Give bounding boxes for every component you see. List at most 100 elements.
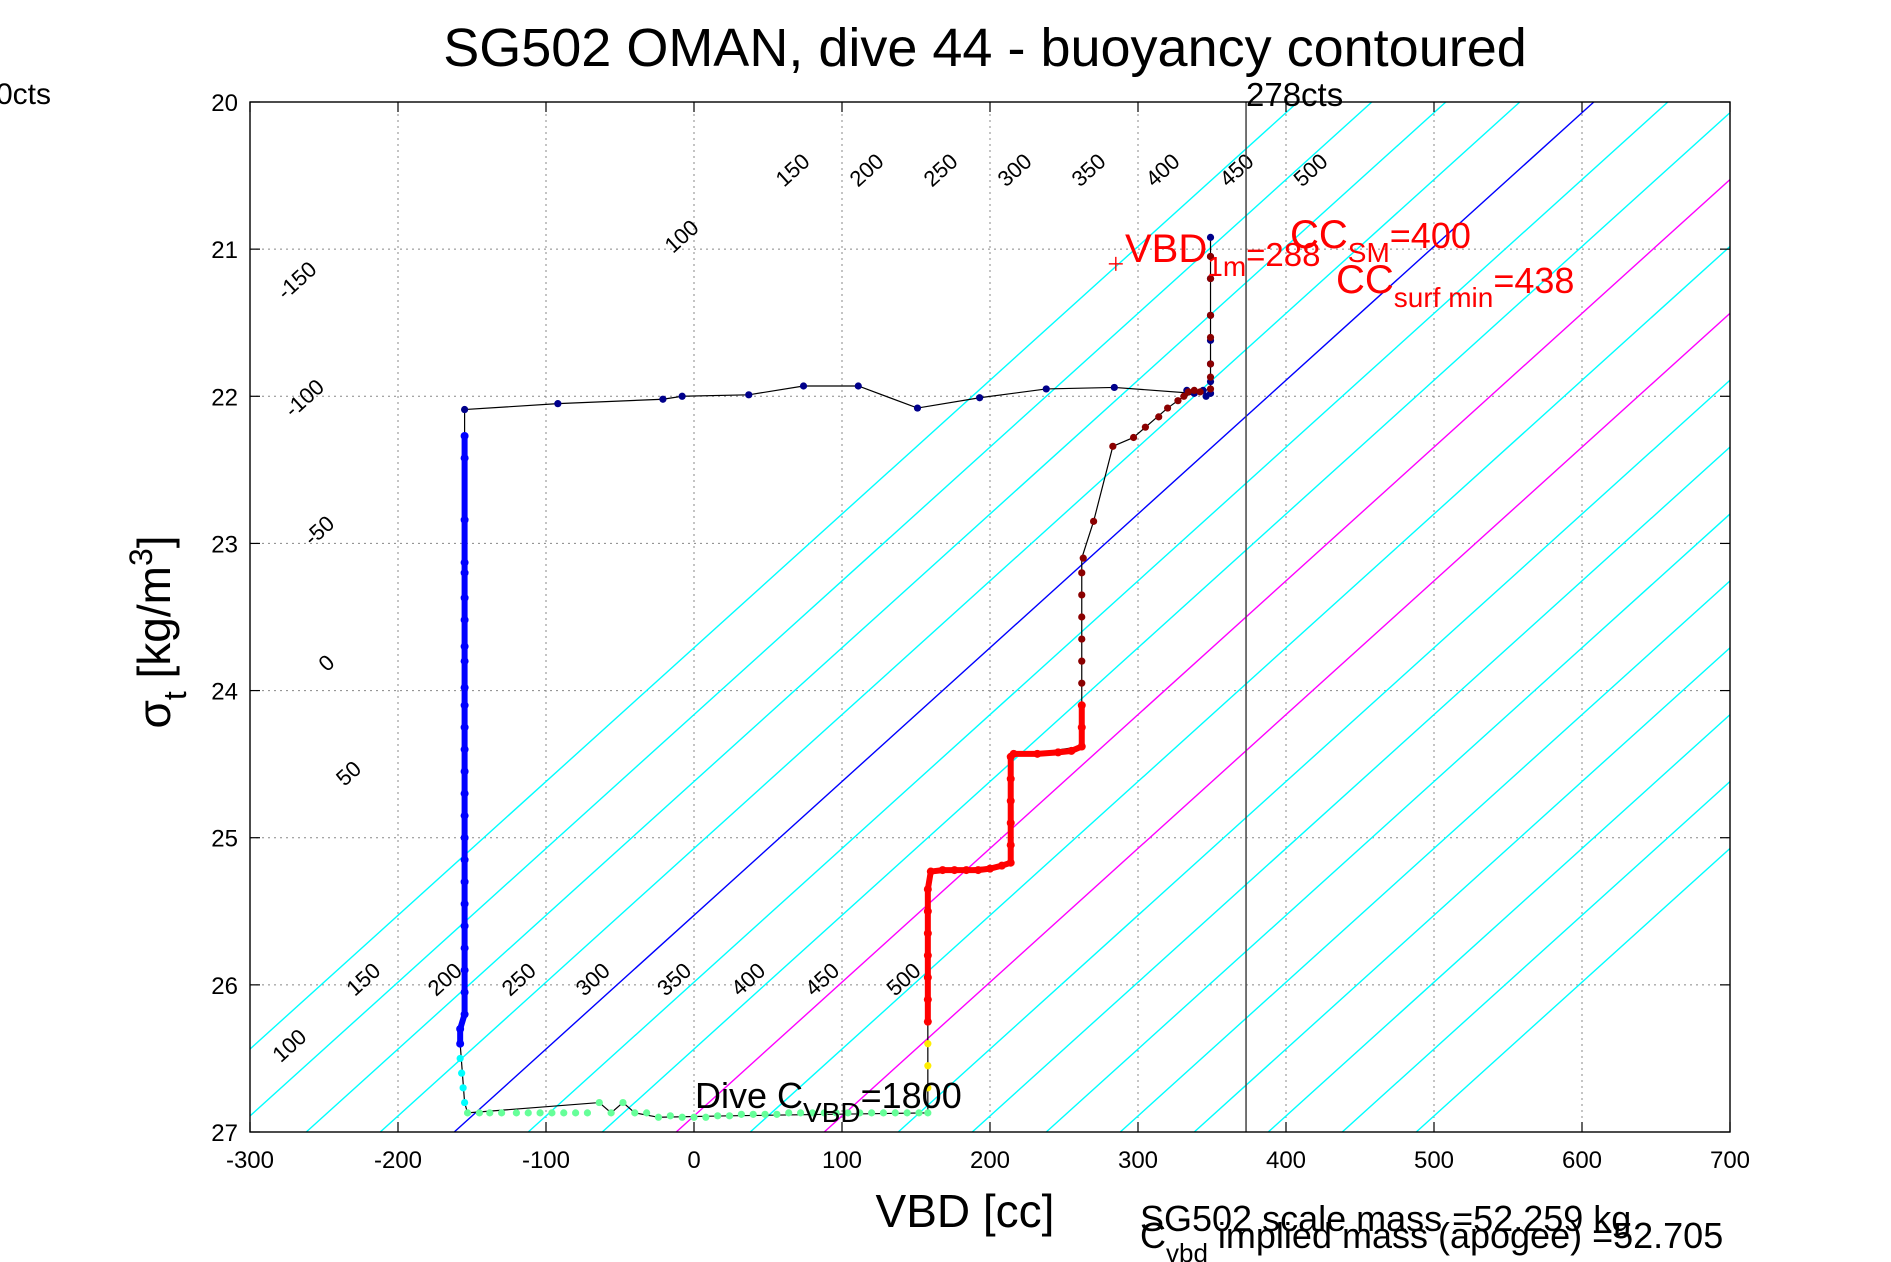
data-point [1180,392,1188,400]
data-point [486,1109,494,1117]
data-point [459,1084,467,1092]
data-point-trail [457,436,468,1044]
annotation-dive-c-vbd: Dive CVBD=1800 [695,1075,962,1128]
x-tick-label: -300 [226,1147,274,1174]
data-point [832,1109,840,1117]
data-point [690,1113,698,1121]
y-label-sigma: σ [128,700,180,728]
x-tick-label: 300 [1118,1147,1158,1174]
contour-label: 250 [919,148,963,191]
tick-labels: -300 -200 -100 0 100 200 300 400 500 600 700202122… [211,90,1750,1174]
contour-line [749,245,1730,1132]
data-point [678,392,686,400]
y-tick-label: 25 [211,826,238,853]
contour-line [1193,646,1730,1132]
annotation-cc-sm: CCSM=400 [1290,213,1471,268]
contour-label: 150 [771,148,815,191]
x-tick-label: 600 [1562,1147,1602,1174]
data-point [761,1110,769,1118]
data-point [1184,388,1192,396]
data-point [1202,392,1210,400]
contour-label: 300 [571,958,615,1001]
x-tick-label: 0 [687,1147,700,1174]
data-point [1206,311,1215,319]
contour-label: 100 [267,1024,311,1067]
contour-line [601,111,1730,1132]
contour-line [897,379,1730,1132]
contour-label: 450 [800,958,844,1001]
data-point [512,1109,521,1117]
contour-line [971,446,1730,1132]
data-point [785,1109,793,1117]
contour-line [305,102,1447,1132]
data-point [643,1109,651,1117]
contour-line [1045,513,1730,1132]
data-point [1078,657,1086,665]
data-point [924,1109,932,1117]
contour-labels: -150 -100 -50 0 50 100 150 200 250 300 350 400 450 50… [267,148,1332,1067]
grid-lines [250,102,1730,1132]
data-point [820,1109,828,1117]
contour-label: -150 [272,256,321,304]
data-point [654,1113,663,1121]
contour-label: 500 [882,958,926,1001]
data-point [1078,591,1086,599]
data-point [808,1109,817,1117]
svg-text:σt [kg/m3]: σt [kg/m3] [123,535,193,728]
data-point [583,1109,592,1117]
data-point [1206,360,1215,368]
data-point [913,404,922,412]
data-point [678,1113,686,1121]
data-point [915,1109,923,1117]
data-point-trail [924,705,1085,1022]
data-point [702,1113,710,1121]
x-tick-label: 400 [1266,1147,1306,1174]
data-point [903,1109,911,1117]
data-point [1206,373,1215,381]
data-point [659,395,667,403]
data-point [737,1110,745,1118]
data-point [572,1109,580,1117]
data-point [1206,333,1215,342]
data-point [749,1110,757,1118]
contour-line [1119,579,1730,1132]
data-point [475,1109,483,1117]
data-point [725,1112,734,1120]
contour-label: 150 [341,958,385,1001]
data-point [666,1112,674,1120]
data-point [1190,386,1198,394]
data-point [456,1054,464,1063]
data-point [631,1109,639,1117]
data-point [524,1109,532,1117]
annotation-cc-surf-min: CCsurf min=438 [1336,258,1574,313]
contour-line [453,102,1595,1132]
contour-label: -50 [299,511,339,551]
contour-line [823,312,1730,1132]
x-axis-label: VBD [cc] [876,1185,1055,1237]
data-point [498,1109,506,1117]
data-point [554,400,562,408]
data-point [1141,423,1149,431]
data-point [1109,442,1117,450]
data-point [1206,252,1215,261]
y-label-sup: 3 [123,548,159,566]
x-tick-label: 700 [1710,1147,1750,1174]
contour-label: 450 [1215,148,1259,191]
axes [249,101,1731,1133]
data-point [924,1040,932,1048]
data-point [1174,397,1182,405]
contour-label: 400 [1141,148,1185,191]
vertical-line-label: 278cts [1246,76,1343,113]
contour-label: 350 [652,958,696,1001]
x-tick-label: -200 [374,1147,422,1174]
y-tick-label: 27 [211,1120,238,1147]
y-tick-label: 24 [211,679,238,706]
data-point [976,394,984,402]
data-point [868,1109,876,1117]
contour-label: 100 [660,215,704,258]
data-point [924,1062,932,1070]
y-tick-label: 21 [211,237,238,264]
data-point [548,1109,556,1117]
data-point [536,1109,544,1117]
contour-line [527,102,1669,1132]
